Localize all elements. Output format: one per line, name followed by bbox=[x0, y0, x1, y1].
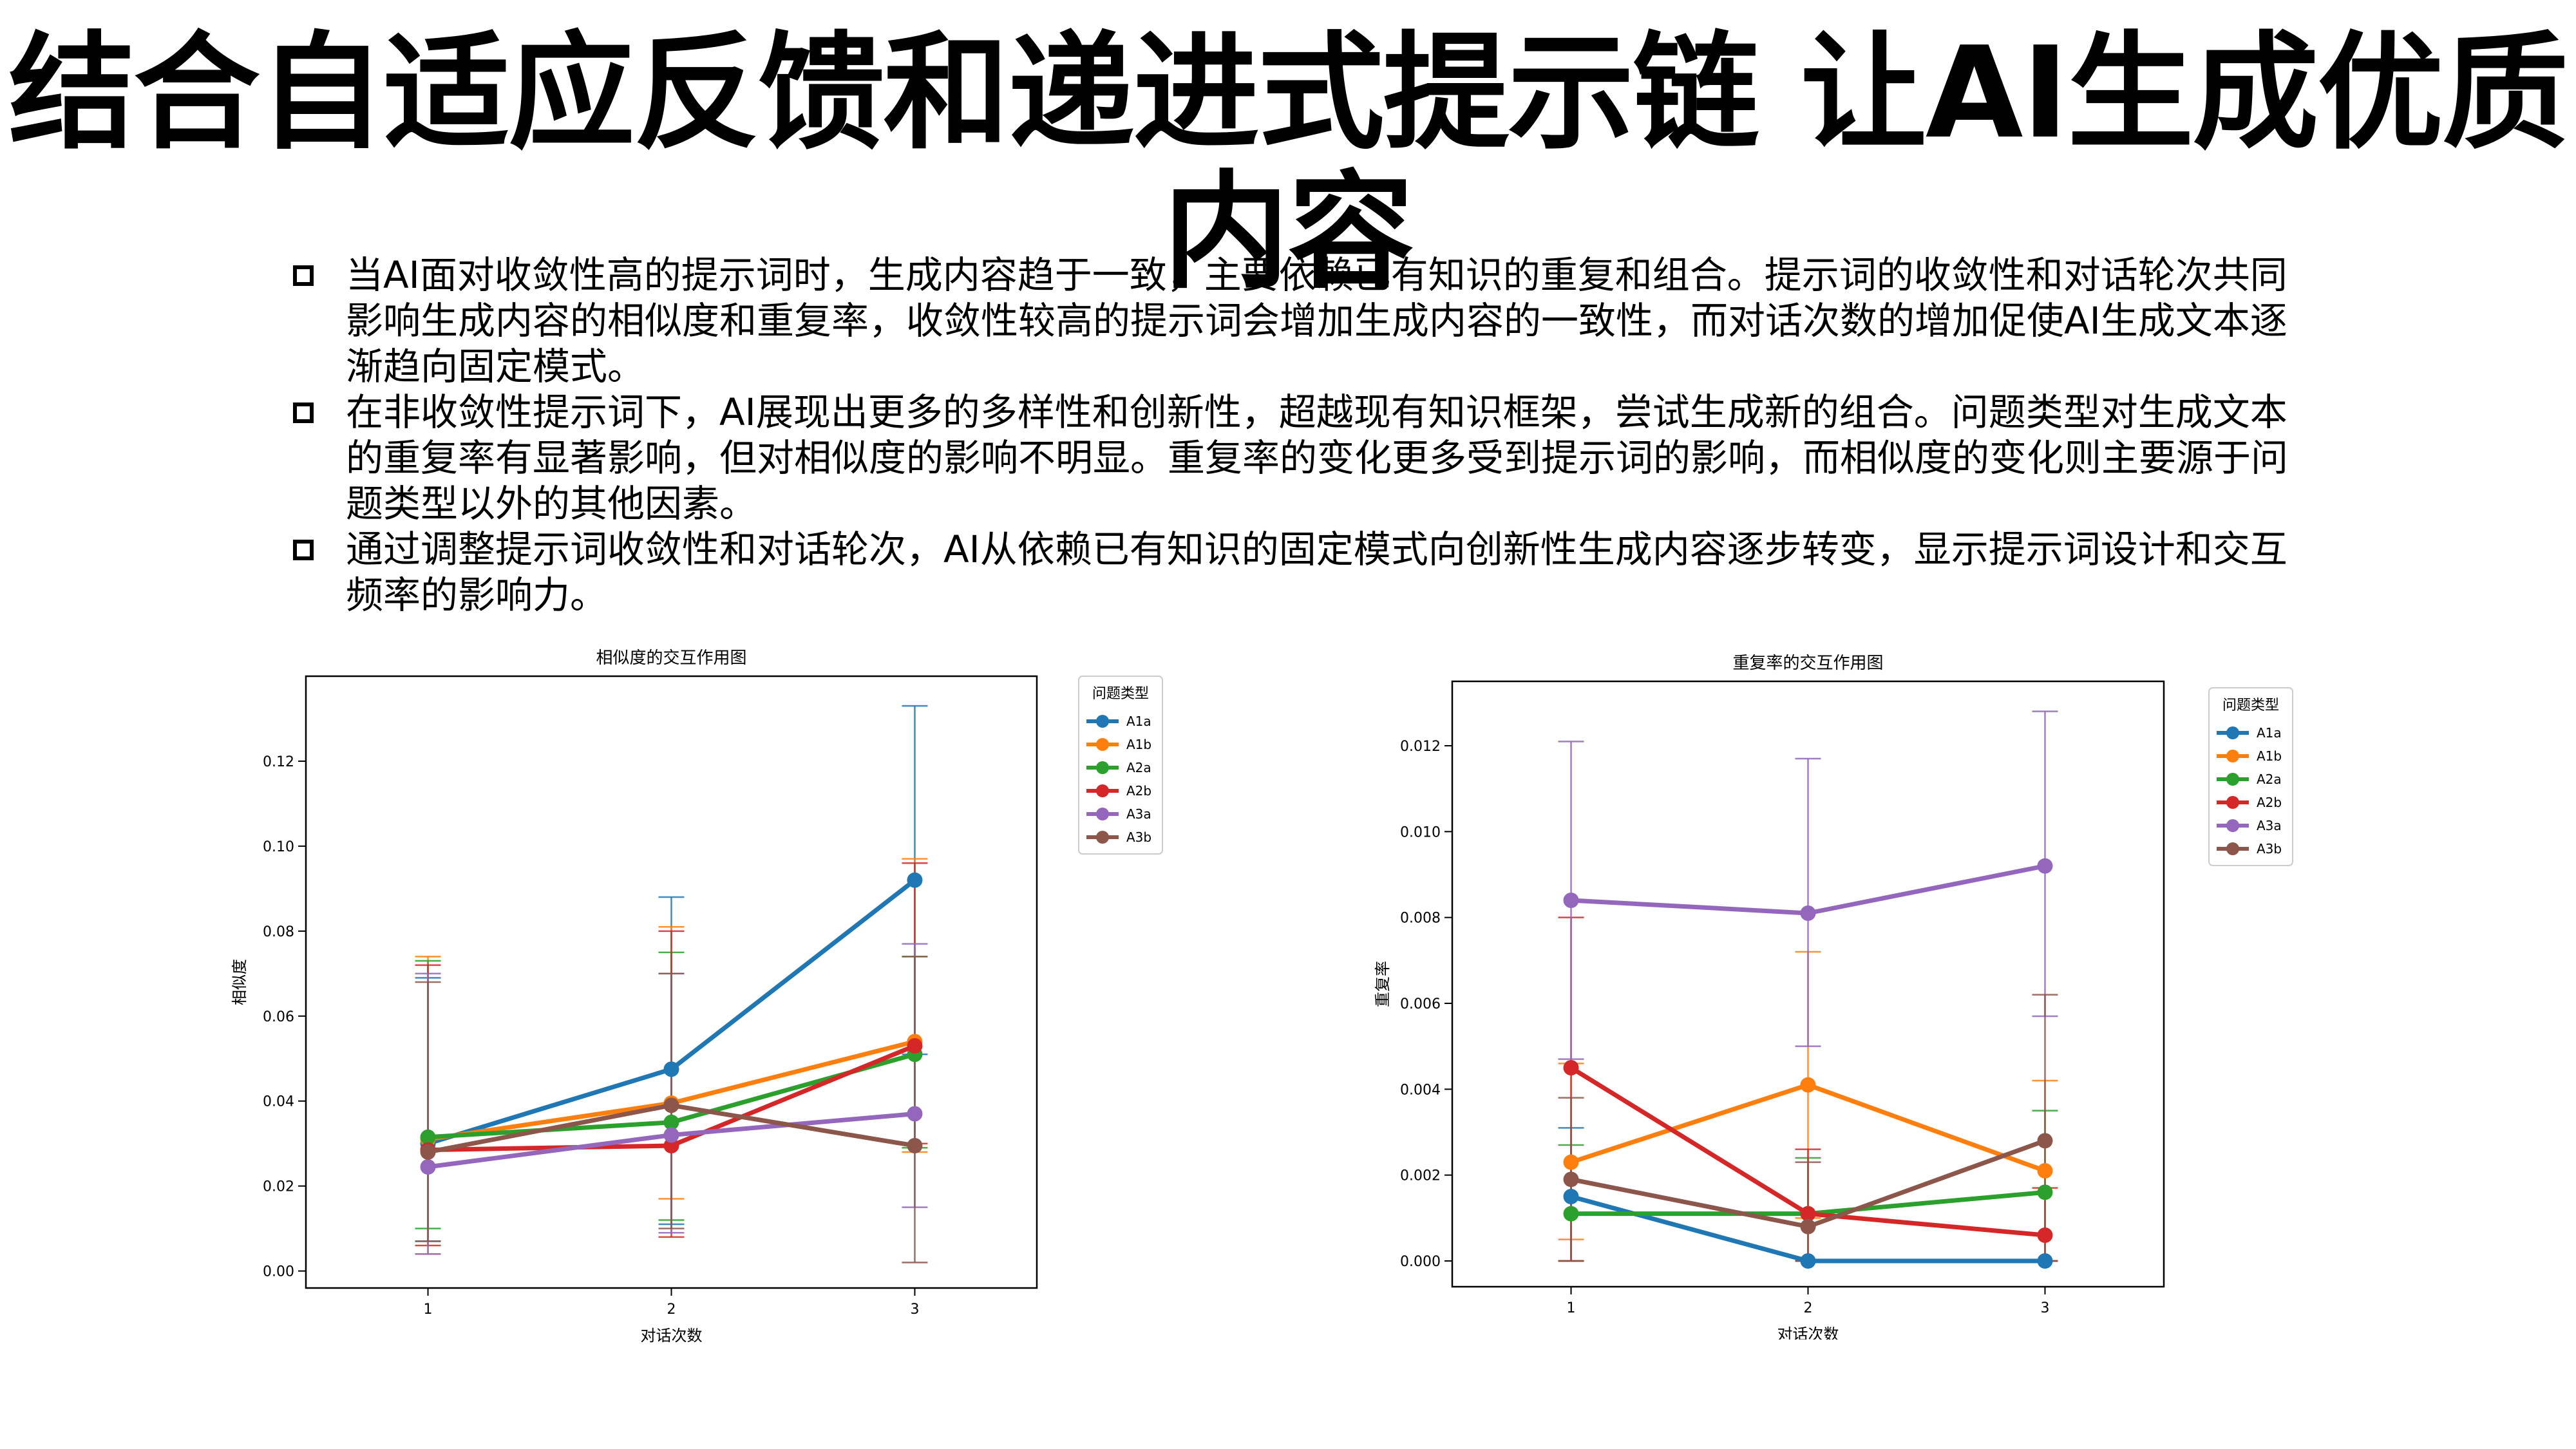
legend-label: A3a bbox=[1126, 806, 1151, 822]
data-point-a1a bbox=[2037, 1253, 2053, 1269]
x-axis-label: 对话次数 bbox=[1777, 1325, 1839, 1340]
legend-marker-icon bbox=[2226, 726, 2239, 739]
legend-marker-icon bbox=[1096, 784, 1109, 797]
data-point-a2b bbox=[1800, 1206, 1816, 1222]
x-tick-label: 3 bbox=[910, 1302, 919, 1318]
y-tick-label: 0.00 bbox=[263, 1264, 294, 1280]
data-point-a2a bbox=[420, 1129, 436, 1145]
bullet-item: 当AI面对收敛性高的提示词时，生成内容趋于一致，主要依赖已有知识的重复和组合。提… bbox=[293, 252, 2299, 390]
bullet-text: 通过调整提示词收敛性和对话轮次，AI从依赖已有知识的固定模式向创新性生成内容逐步… bbox=[346, 527, 2287, 617]
bullet-list: 当AI面对收敛性高的提示词时，生成内容趋于一致，主要依赖已有知识的重复和组合。提… bbox=[293, 252, 2299, 618]
data-point-a2a bbox=[2037, 1184, 2053, 1200]
data-point-a2a bbox=[1563, 1206, 1579, 1222]
y-axis-label: 相似度 bbox=[231, 959, 249, 1005]
legend-label: A2b bbox=[2257, 795, 2282, 810]
bullet-text: 当AI面对收敛性高的提示词时，生成内容趋于一致，主要依赖已有知识的重复和组合。提… bbox=[346, 253, 2287, 388]
x-tick-label: 2 bbox=[667, 1302, 676, 1318]
data-point-a1a bbox=[907, 872, 923, 888]
legend-marker-icon bbox=[2226, 750, 2239, 762]
data-point-a2a bbox=[663, 1114, 679, 1130]
legend-marker-icon bbox=[1096, 808, 1109, 820]
legend-marker-icon bbox=[1096, 738, 1109, 751]
data-point-a1b bbox=[1563, 1154, 1579, 1170]
data-point-a3a bbox=[420, 1159, 436, 1175]
data-point-a3b bbox=[1563, 1171, 1579, 1188]
legend-label: A2b bbox=[1126, 783, 1151, 799]
x-tick-label: 1 bbox=[1567, 1300, 1576, 1316]
legend-label: A2a bbox=[2257, 772, 2282, 787]
data-point-a3a bbox=[663, 1127, 679, 1143]
x-axis-label: 对话次数 bbox=[641, 1327, 703, 1345]
data-point-a1a bbox=[1800, 1253, 1816, 1269]
data-point-a2b bbox=[1563, 1060, 1579, 1075]
data-point-a1a bbox=[1563, 1189, 1579, 1204]
data-point-a1b bbox=[2037, 1163, 2053, 1179]
legend-marker-icon bbox=[2226, 773, 2239, 786]
y-tick-label: 0.006 bbox=[1400, 996, 1441, 1012]
y-tick-label: 0.12 bbox=[263, 754, 294, 770]
legend-label: A2a bbox=[1126, 760, 1151, 775]
legend-title: 问题类型 bbox=[1092, 686, 1149, 702]
legend-label: A1a bbox=[2257, 725, 2282, 741]
chart-title: 相似度的交互作用图 bbox=[596, 649, 746, 668]
y-tick-label: 0.000 bbox=[1400, 1254, 1441, 1270]
x-tick-label: 1 bbox=[424, 1302, 433, 1318]
bullet-text: 在非收敛性提示词下，AI展现出更多的多样性和创新性，超越现有知识框架，尝试生成新… bbox=[346, 390, 2289, 526]
legend-marker-icon bbox=[2226, 796, 2239, 809]
data-point-a3b bbox=[420, 1144, 436, 1160]
legend-label: A1a bbox=[1126, 714, 1151, 729]
legend-label: A3b bbox=[2257, 841, 2282, 857]
y-tick-label: 0.004 bbox=[1400, 1082, 1441, 1098]
data-point-a3a bbox=[907, 1106, 923, 1122]
x-tick-label: 2 bbox=[1804, 1300, 1813, 1316]
data-point-a2b bbox=[907, 1037, 923, 1054]
square-bullet-icon bbox=[293, 402, 314, 423]
legend-marker-icon bbox=[1096, 761, 1109, 774]
legend-label: A1b bbox=[2257, 748, 2282, 764]
y-tick-label: 0.002 bbox=[1400, 1168, 1441, 1184]
legend-marker-icon bbox=[2226, 842, 2239, 855]
x-tick-label: 3 bbox=[2040, 1300, 2049, 1316]
data-point-a1a bbox=[663, 1061, 679, 1077]
square-bullet-icon bbox=[293, 265, 314, 286]
y-tick-label: 0.008 bbox=[1400, 911, 1441, 927]
data-point-a3a bbox=[1563, 893, 1579, 908]
data-point-a3b bbox=[2037, 1133, 2053, 1149]
bullet-item: 通过调整提示词收敛性和对话轮次，AI从依赖已有知识的固定模式向创新性生成内容逐步… bbox=[293, 527, 2299, 618]
data-point-a3a bbox=[2037, 858, 2053, 874]
y-tick-label: 0.02 bbox=[263, 1179, 294, 1195]
y-tick-label: 0.04 bbox=[263, 1094, 294, 1110]
y-tick-label: 0.06 bbox=[263, 1009, 294, 1025]
bullet-item: 在非收敛性提示词下，AI展现出更多的多样性和创新性，超越现有知识框架，尝试生成新… bbox=[293, 390, 2299, 527]
legend-marker-icon bbox=[1096, 831, 1109, 844]
data-point-a3b bbox=[907, 1137, 923, 1153]
data-point-a2b bbox=[663, 1137, 679, 1153]
data-point-a3b bbox=[1800, 1218, 1816, 1235]
data-point-a2b bbox=[2037, 1227, 2053, 1243]
legend-label: A1b bbox=[1126, 737, 1151, 752]
legend-label: A3b bbox=[1126, 829, 1151, 845]
legend-label: A3a bbox=[2257, 818, 2282, 833]
y-tick-label: 0.08 bbox=[263, 924, 294, 940]
square-bullet-icon bbox=[293, 540, 314, 560]
data-point-a1b bbox=[1800, 1077, 1816, 1093]
repetition-interaction-chart: 重复率的交互作用图 0.000 0.002 0.004 0.006 0.008 0.010 0… bbox=[1374, 654, 2293, 1340]
similarity-interaction-chart: 相似度的交互作用图 0.00 0.02 0.04 0.06 0.08 0.10 0.12 1 2 3… bbox=[231, 649, 1163, 1345]
y-tick-label: 0.012 bbox=[1400, 739, 1441, 755]
y-tick-label: 0.10 bbox=[263, 839, 294, 855]
data-point-a3a bbox=[1800, 905, 1816, 921]
y-axis-label: 重复率 bbox=[1374, 961, 1392, 1007]
legend-title: 问题类型 bbox=[2222, 697, 2279, 714]
legend-marker-icon bbox=[2226, 819, 2239, 832]
y-tick-label: 0.010 bbox=[1400, 824, 1441, 840]
chart-title: 重复率的交互作用图 bbox=[1732, 654, 1883, 673]
data-point-a3b bbox=[663, 1097, 679, 1113]
legend-marker-icon bbox=[1096, 715, 1109, 728]
slide-title: 结合自适应反馈和递进式提示链 让AI生成优质内容 bbox=[8, 20, 2569, 306]
